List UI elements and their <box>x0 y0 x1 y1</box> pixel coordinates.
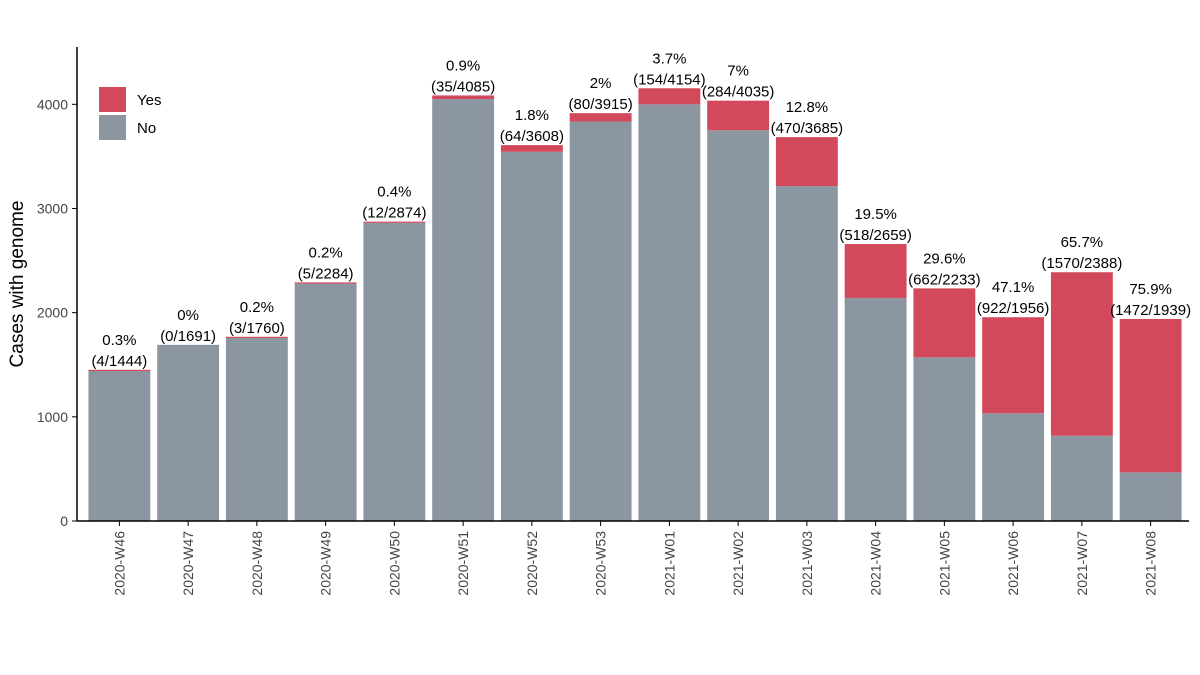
frac-label-2020-W46: (4/1444) <box>91 353 147 370</box>
bar-yes-2021-W02 <box>707 100 770 131</box>
pct-label-2021-W03: 12.8% <box>786 99 829 116</box>
bar-no-2020-W49 <box>294 283 357 521</box>
bar-yes-2020-W53 <box>569 113 632 122</box>
frac-label-2021-W06: (922/1956) <box>977 300 1050 317</box>
x-tick-label-2021-W05: 2021-W05 <box>936 531 952 596</box>
x-tick-label-2020-W47: 2020-W47 <box>180 531 196 596</box>
frac-label-2021-W04: (518/2659) <box>839 227 912 244</box>
x-tick-label-2021-W04: 2021-W04 <box>868 531 884 596</box>
bar-yes-2020-W49 <box>294 282 357 284</box>
bar-no-2021-W07 <box>1050 435 1113 521</box>
y-axis-title: Cases with genome <box>7 201 28 368</box>
x-tick-label-2020-W50: 2020-W50 <box>386 531 402 596</box>
frac-label-2021-W03: (470/3685) <box>771 120 844 137</box>
bar-yes-2021-W07 <box>1050 272 1113 436</box>
frac-label-2020-W53: (80/3915) <box>569 96 633 113</box>
x-tick-label-2020-W53: 2020-W53 <box>593 531 609 596</box>
frac-label-2020-W52: (64/3608) <box>500 128 564 145</box>
x-tick-label-2021-W06: 2021-W06 <box>1005 531 1021 596</box>
bar-no-2020-W48 <box>225 337 288 521</box>
frac-label-2020-W49: (5/2284) <box>298 265 354 282</box>
bar-no-2020-W46 <box>88 370 151 521</box>
bar-yes-2021-W04 <box>844 243 907 298</box>
x-tick-label-2021-W03: 2021-W03 <box>799 531 815 596</box>
x-tick-label-2020-W51: 2020-W51 <box>455 531 471 596</box>
pct-label-2021-W07: 65.7% <box>1061 234 1104 251</box>
bar-no-2021-W05 <box>913 357 976 521</box>
legend-swatch-no <box>99 115 126 140</box>
y-tick-label-1000: 1000 <box>37 409 68 425</box>
frac-label-2020-W51: (35/4085) <box>431 78 495 95</box>
bar-yes-2021-W05 <box>913 288 976 358</box>
bar-no-2021-W06 <box>982 413 1045 521</box>
bar-no-2021-W04 <box>844 297 907 521</box>
bar-no-2020-W53 <box>569 121 632 521</box>
frac-label-2021-W07: (1570/2388) <box>1041 255 1122 272</box>
bar-no-2020-W47 <box>157 344 220 521</box>
pct-label-2020-W53: 2% <box>590 75 612 92</box>
x-tick-label-2020-W52: 2020-W52 <box>524 531 540 596</box>
x-tick-label-2021-W02: 2021-W02 <box>730 531 746 596</box>
y-ticks-group: 0 1000 2000 3000 4000 <box>37 96 77 529</box>
legend-swatch-yes <box>99 87 126 112</box>
bar-yes-2020-W51 <box>432 95 495 100</box>
pct-label-2020-W52: 1.8% <box>515 107 549 124</box>
bar-labels-group: (4/1444) 0.3% (0/1691) 0% (3/1760) 0.2% (5/228… <box>91 50 1191 370</box>
frac-label-2020-W47: (0/1691) <box>160 328 216 345</box>
bar-no-2021-W02 <box>707 130 770 521</box>
pct-label-2021-W04: 19.5% <box>854 206 897 223</box>
bar-yes-2021-W06 <box>982 317 1045 414</box>
x-tick-label-2020-W49: 2020-W49 <box>318 531 334 596</box>
bars-group <box>88 88 1182 522</box>
x-tick-label-2021-W07: 2021-W07 <box>1074 531 1090 596</box>
bar-yes-2021-W08 <box>1119 319 1182 473</box>
bar-no-2020-W50 <box>363 222 426 521</box>
axes-group <box>76 47 1189 522</box>
frac-label-2020-W48: (3/1760) <box>229 320 285 337</box>
y-tick-label-4000: 4000 <box>37 96 68 112</box>
pct-label-2021-W08: 75.9% <box>1129 281 1172 298</box>
legend-label-no: No <box>137 120 156 137</box>
x-tick-label-2020-W48: 2020-W48 <box>249 531 265 596</box>
frac-label-2021-W02: (284/4035) <box>702 84 775 101</box>
legend-label-yes: Yes <box>137 92 161 109</box>
bar-no-2020-W52 <box>500 151 563 521</box>
bar-yes-2020-W50 <box>363 221 426 223</box>
x-tick-label-2021-W08: 2021-W08 <box>1143 531 1159 596</box>
pct-label-2021-W02: 7% <box>727 63 749 80</box>
bar-yes-2020-W48 <box>225 336 288 338</box>
pct-label-2020-W49: 0.2% <box>309 244 343 261</box>
bar-yes-2021-W03 <box>775 137 838 187</box>
legend: Yes No <box>99 87 161 140</box>
y-tick-label-0: 0 <box>60 513 68 529</box>
pct-label-2021-W01: 3.7% <box>652 50 686 67</box>
bar-no-2021-W08 <box>1119 472 1182 521</box>
bar-yes-2020-W46 <box>88 369 151 371</box>
frac-label-2021-W05: (662/2233) <box>908 271 981 288</box>
x-ticks-group: 2020-W46 2020-W47 2020-W48 2020-W49 2020-W50… <box>111 521 1159 596</box>
y-tick-label-3000: 3000 <box>37 200 68 216</box>
pct-label-2020-W50: 0.4% <box>377 184 411 201</box>
x-tick-label-2021-W01: 2021-W01 <box>661 531 677 596</box>
bar-yes-2021-W01 <box>638 88 701 105</box>
frac-label-2021-W08: (1472/1939) <box>1110 302 1191 319</box>
pct-label-2020-W48: 0.2% <box>240 299 274 316</box>
pct-label-2020-W47: 0% <box>177 307 199 324</box>
pct-label-2021-W06: 47.1% <box>992 279 1035 296</box>
frac-label-2020-W50: (12/2874) <box>362 205 426 222</box>
x-tick-label-2020-W46: 2020-W46 <box>111 531 127 596</box>
bar-no-2020-W51 <box>432 99 495 521</box>
bar-no-2021-W01 <box>638 104 701 522</box>
bar-no-2021-W03 <box>775 186 838 522</box>
pct-label-2021-W05: 29.6% <box>923 250 966 267</box>
pct-label-2020-W51: 0.9% <box>446 57 480 74</box>
pct-label-2020-W46: 0.3% <box>102 332 136 349</box>
bar-yes-2020-W52 <box>500 145 563 152</box>
y-tick-label-2000: 2000 <box>37 305 68 321</box>
frac-label-2021-W01: (154/4154) <box>633 71 706 88</box>
